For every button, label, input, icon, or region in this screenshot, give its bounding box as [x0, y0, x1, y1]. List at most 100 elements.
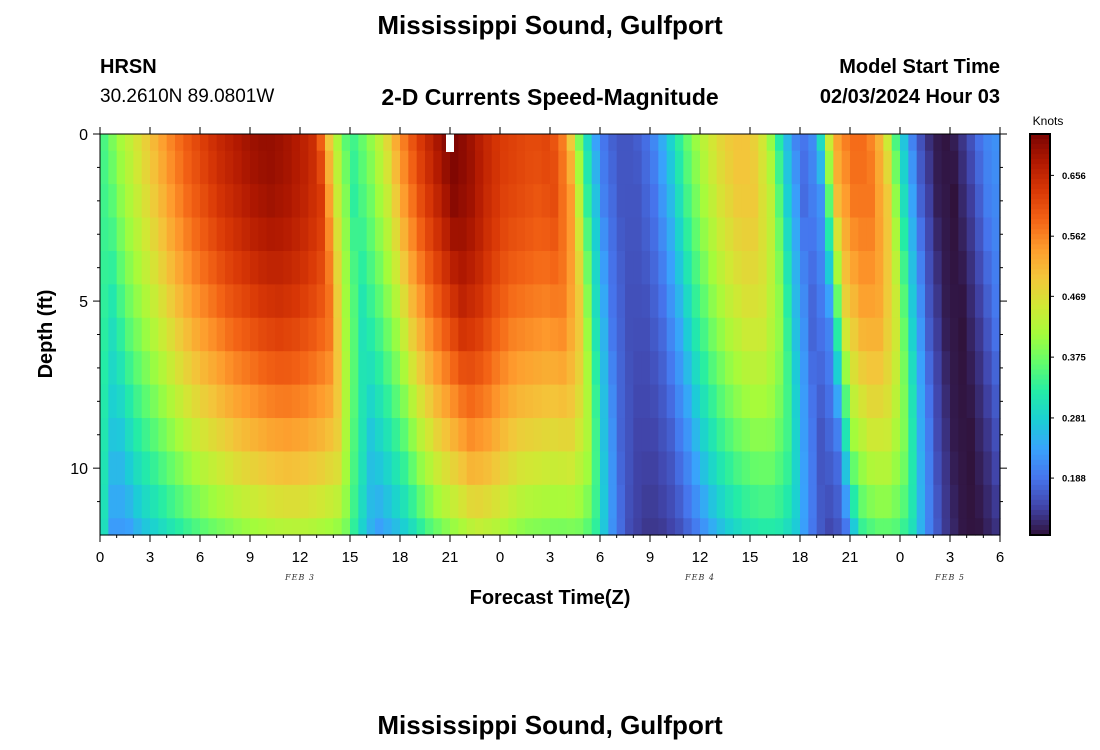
heatmap-cell [283, 217, 293, 252]
heatmap-cell [250, 217, 259, 252]
heatmap-cell [291, 184, 301, 219]
heatmap-cell [350, 518, 359, 536]
heatmap-cell [766, 134, 776, 152]
heatmap-cell [508, 284, 518, 319]
heatmap-cell [741, 451, 751, 486]
heatmap-cell [408, 150, 418, 185]
colorbar-tick-label: 0.188 [1062, 474, 1086, 485]
heatmap-cell [483, 250, 493, 285]
heatmap-cell [891, 518, 901, 536]
heatmap-cell [891, 351, 901, 386]
heatmap-cell [791, 134, 801, 152]
heatmap-cell [725, 217, 734, 252]
heatmap-cell [991, 451, 1001, 486]
heatmap-cell [816, 451, 826, 486]
heatmap-cell [666, 384, 676, 419]
heatmap-cell [700, 184, 709, 219]
heatmap-cell [950, 418, 959, 453]
heatmap-cell [283, 184, 293, 219]
heatmap-cell [183, 150, 193, 185]
heatmap-cell [366, 451, 376, 486]
heatmap-cell [866, 518, 876, 536]
heatmap-cell [208, 351, 218, 386]
heatmap-cell [350, 134, 359, 152]
colorbar-segment [1030, 469, 1050, 476]
heatmap-cell [883, 451, 893, 486]
heatmap-cell [141, 217, 151, 252]
heatmap-cell [675, 217, 684, 252]
heatmap-cell [750, 134, 759, 152]
heatmap-cell [516, 351, 526, 386]
heatmap-cell [583, 317, 593, 352]
heatmap-cell [850, 134, 859, 152]
heatmap-cell [991, 418, 1001, 453]
heatmap-cell [566, 451, 576, 486]
heatmap-cell [558, 451, 568, 486]
heatmap-cell [958, 384, 968, 419]
heatmap-cell [966, 250, 976, 285]
heatmap-cell [258, 284, 268, 319]
heatmap-cell [383, 184, 393, 219]
heatmap-cell [933, 150, 943, 185]
heatmap-cell [891, 184, 901, 219]
heatmap-cell [766, 484, 776, 519]
heatmap-cell [841, 217, 851, 252]
heatmap-cell [250, 134, 259, 152]
heatmap-cell [166, 518, 176, 536]
heatmap-cell [116, 184, 126, 219]
heatmap-cell [283, 134, 293, 152]
heatmap-cell [958, 150, 968, 185]
heatmap-cell [358, 217, 368, 252]
heatmap-cell [283, 384, 293, 419]
heatmap-cell [650, 184, 659, 219]
heatmap-cell [575, 217, 584, 252]
heatmap-cell [650, 384, 659, 419]
heatmap-cell [416, 217, 426, 252]
heatmap-cell [525, 317, 534, 352]
heatmap-cell [108, 384, 118, 419]
heatmap-cell [991, 250, 1001, 285]
heatmap-cell [508, 317, 518, 352]
heatmap-cell [250, 150, 259, 185]
heatmap-cell [841, 418, 851, 453]
heatmap-cell [650, 518, 659, 536]
heatmap-cell [558, 250, 568, 285]
heatmap-cell [175, 418, 184, 453]
heatmap-cell [283, 150, 293, 185]
heatmap-cell [958, 284, 968, 319]
heatmap-cell [425, 518, 434, 536]
heatmap-cell [433, 150, 443, 185]
heatmap-cell [850, 284, 859, 319]
heatmap-cell [600, 451, 609, 486]
heatmap-cell [416, 150, 426, 185]
heatmap-cell [208, 217, 218, 252]
heatmap-cell [733, 384, 743, 419]
heatmap-cell [983, 451, 993, 486]
heatmap-cell [341, 351, 351, 386]
heatmap-cell [166, 451, 176, 486]
heatmap-cell [150, 351, 159, 386]
heatmap-cell [491, 217, 501, 252]
heatmap-cell [775, 384, 784, 419]
heatmap-cell [466, 317, 476, 352]
heatmap-cell [725, 351, 734, 386]
heatmap-cell [100, 351, 109, 386]
heatmap-cell [758, 418, 768, 453]
heatmap-cell [600, 250, 609, 285]
heatmap-cell [933, 217, 943, 252]
heatmap-cell [875, 250, 884, 285]
heatmap-cell [516, 184, 526, 219]
heatmap-cell [416, 317, 426, 352]
heatmap-cell [733, 134, 743, 152]
heatmap-cell [208, 418, 218, 453]
heatmap-cell [625, 451, 634, 486]
heatmap-cell [808, 418, 818, 453]
heatmap-cell [816, 150, 826, 185]
heatmap-cell [625, 484, 634, 519]
heatmap-cell [291, 217, 301, 252]
heatmap-cell [983, 351, 993, 386]
heatmap-cell [691, 250, 701, 285]
heatmap-cell [916, 250, 926, 285]
heatmap-cell [716, 518, 726, 536]
heatmap-cell [341, 250, 351, 285]
